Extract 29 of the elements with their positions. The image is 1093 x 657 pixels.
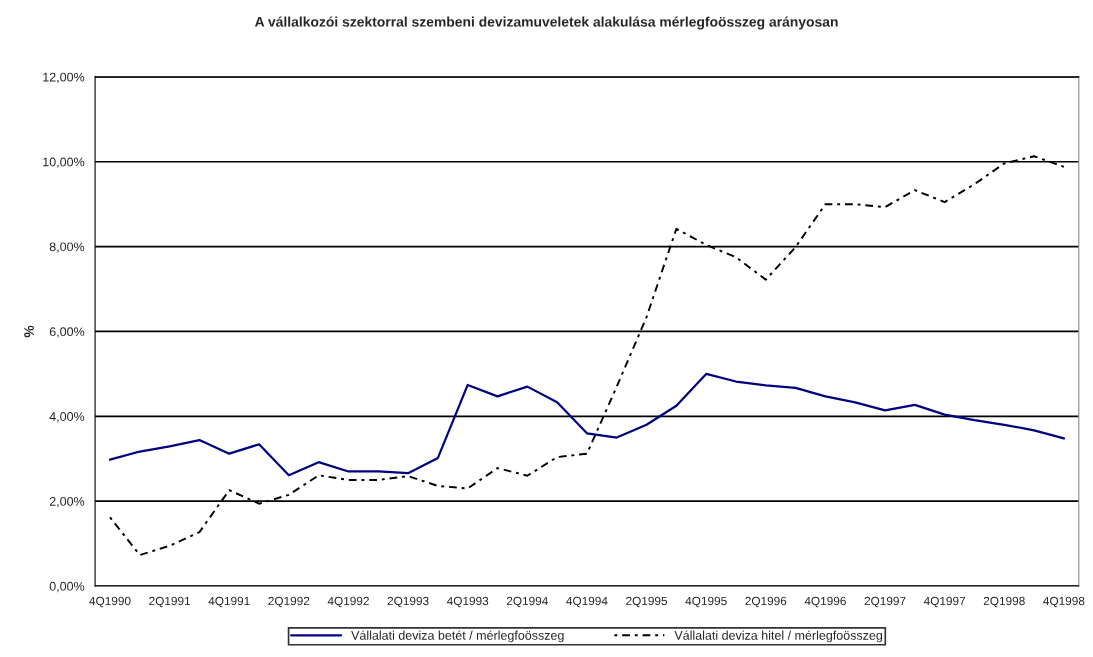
x-tick-label: 4Q1998 bbox=[1043, 596, 1085, 608]
y-axis-title: % bbox=[24, 325, 34, 338]
x-tick-label: 2Q1995 bbox=[626, 596, 668, 608]
y-tick-label: 4,00% bbox=[49, 412, 85, 423]
x-tick-label: 4Q1990 bbox=[89, 596, 131, 608]
x-tick-label: 4Q1991 bbox=[208, 596, 250, 608]
chart-title: A vállalkozói szektorral szembeni devizamuveletek alakulása mérlegfoösszeg arányosan bbox=[254, 16, 838, 30]
x-tick-label: 2Q1994 bbox=[506, 596, 548, 608]
x-tick-label: 4Q1995 bbox=[685, 596, 727, 608]
x-tick-label: 2Q1996 bbox=[745, 596, 787, 608]
x-tick-label: 2Q1993 bbox=[387, 596, 429, 608]
x-tick-label: 4Q1997 bbox=[923, 596, 966, 608]
y-tick-label: 6,00% bbox=[49, 327, 85, 338]
x-tick-label: 2Q1991 bbox=[149, 596, 191, 608]
y-tick-label: 10,00% bbox=[43, 157, 85, 168]
legend-label: Vállalati deviza betét / mérlegfoösszeg bbox=[351, 630, 564, 643]
line-series bbox=[108, 372, 1065, 477]
x-tick-label: 2Q1998 bbox=[983, 596, 1025, 608]
x-tick-label: 2Q1992 bbox=[268, 596, 310, 608]
x-tick-label: 4Q1994 bbox=[566, 596, 608, 608]
x-tick-label: 4Q1996 bbox=[804, 596, 846, 608]
y-tick-label: 2,00% bbox=[49, 496, 85, 508]
x-tick-label: 4Q1992 bbox=[327, 596, 369, 608]
y-tick-label: 0,00% bbox=[49, 581, 85, 593]
y-tick-label: 8,00% bbox=[49, 242, 85, 253]
x-tick-label: 4Q1993 bbox=[446, 596, 489, 608]
y-tick-label: 12,00% bbox=[43, 72, 85, 83]
x-tick-label: 2Q1997 bbox=[864, 596, 906, 608]
legend-label: Vállalati deviza hitel / mérlegfoösszeg bbox=[674, 630, 883, 643]
